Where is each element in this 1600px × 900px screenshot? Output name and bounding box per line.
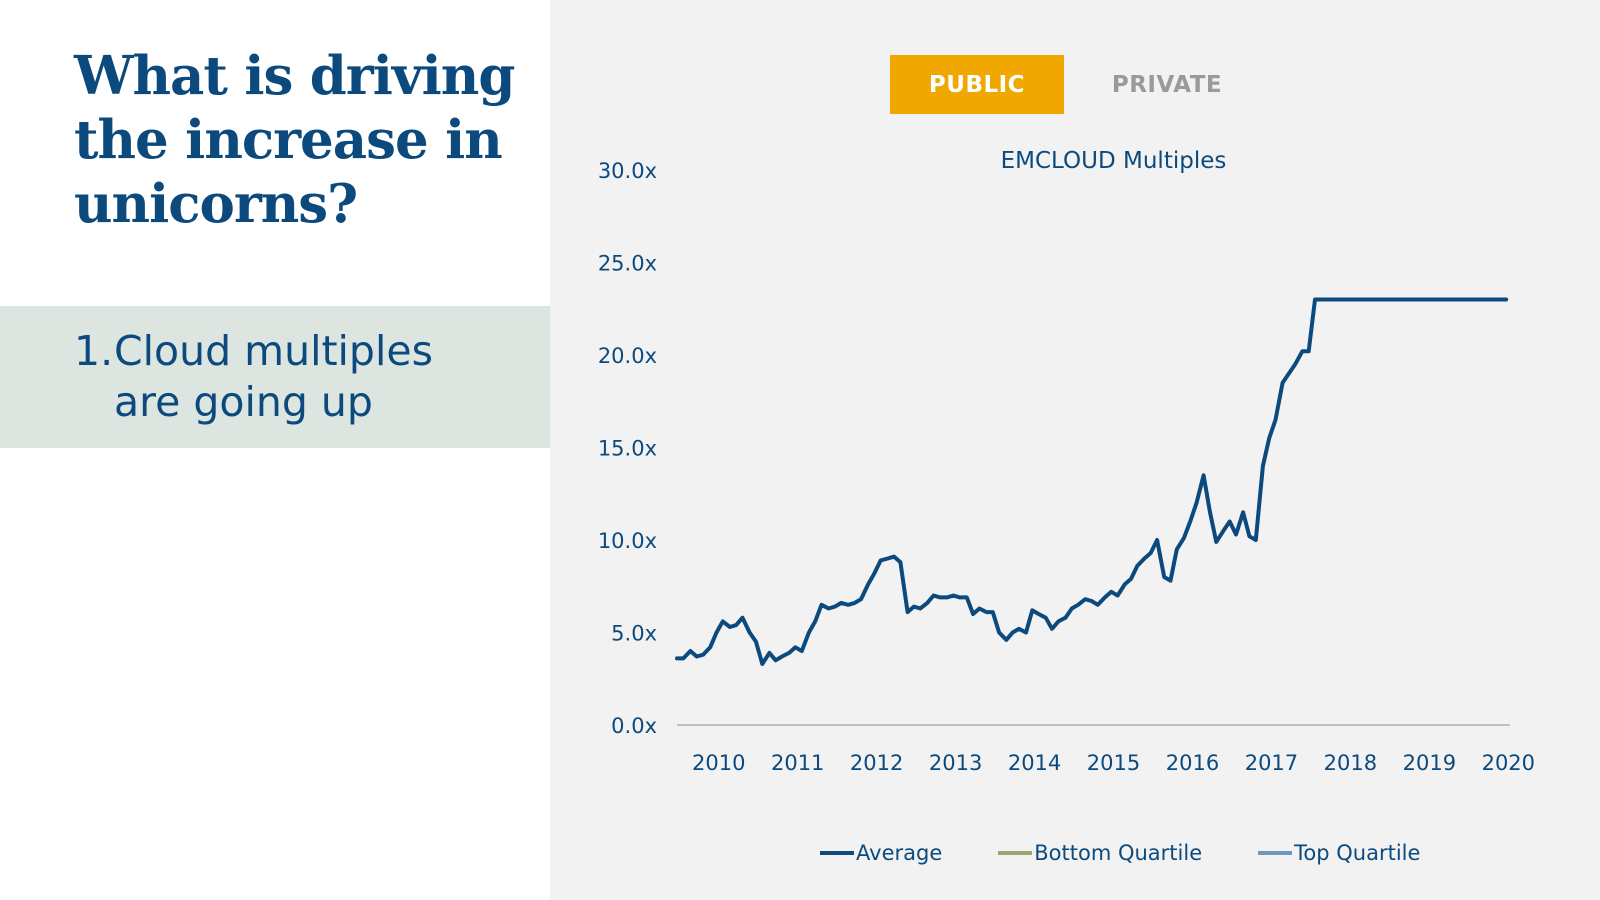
x-tick-label: 2016 [1166,751,1219,775]
x-tick-label: 2019 [1403,751,1456,775]
y-tick-label: 15.0x [598,437,657,461]
legend-swatch-average [820,851,854,855]
y-tick-label: 5.0x [611,622,657,646]
page-title: What is driving the increase in unicorns… [74,45,515,235]
x-tick-label: 2010 [692,751,745,775]
y-tick-label: 10.0x [598,529,657,553]
chart-legend: Average Bottom Quartile Top Quartile [820,838,1476,868]
callout-arrow-shape [0,306,590,448]
x-tick-label: 2015 [1087,751,1140,775]
x-tick-label: 2017 [1245,751,1298,775]
legend-item-top-quartile: Top Quartile [1258,841,1420,865]
legend-swatch-bottom-quartile [998,851,1033,855]
emcloud-chart: EMCLOUD Multiples 0.0x 5.0x 10.0x 15.0x 20.0x… [598,148,1535,775]
x-tick-label: 2012 [850,751,903,775]
legend-item-average: Average [820,841,942,865]
callout-line-2: are going up [114,378,373,426]
callout-banner: 1.Cloud multiples are going up [0,306,590,448]
tab-public[interactable]: PUBLIC [890,55,1064,114]
x-tick-label: 2014 [1008,751,1061,775]
callout-line1-text: Cloud multiples [114,327,433,375]
legend-label-top-quartile: Top Quartile [1294,841,1421,865]
legend-swatch-top-quartile [1258,851,1293,855]
callout-number: 1. [74,327,114,375]
chart-title: EMCLOUD Multiples [1001,148,1227,174]
callout-line-1: 1.Cloud multiples [74,326,433,377]
y-tick-label: 30.0x [598,159,657,183]
y-tick-label: 25.0x [598,252,657,276]
legend-label-bottom-quartile: Bottom Quartile [1034,841,1203,865]
x-tick-label: 2020 [1482,751,1535,775]
x-tick-label: 2011 [771,751,824,775]
x-tick-label: 2018 [1324,751,1377,775]
callout-text: 1.Cloud multiples are going up [74,326,433,428]
y-tick-label: 0.0x [611,714,657,738]
series-line-average [675,297,1509,666]
x-tick-label: 2013 [929,751,982,775]
legend-item-bottom-quartile: Bottom Quartile [998,841,1202,865]
chart-panel: PUBLIC PRIVATE EMCLOUD Multiples 0.0x 5.0x… [550,0,1600,900]
legend-label-average: Average [856,841,943,865]
y-tick-label: 20.0x [598,344,657,368]
tab-private[interactable]: PRIVATE [1111,71,1223,98]
left-panel: What is driving the increase in unicorns… [0,0,590,900]
